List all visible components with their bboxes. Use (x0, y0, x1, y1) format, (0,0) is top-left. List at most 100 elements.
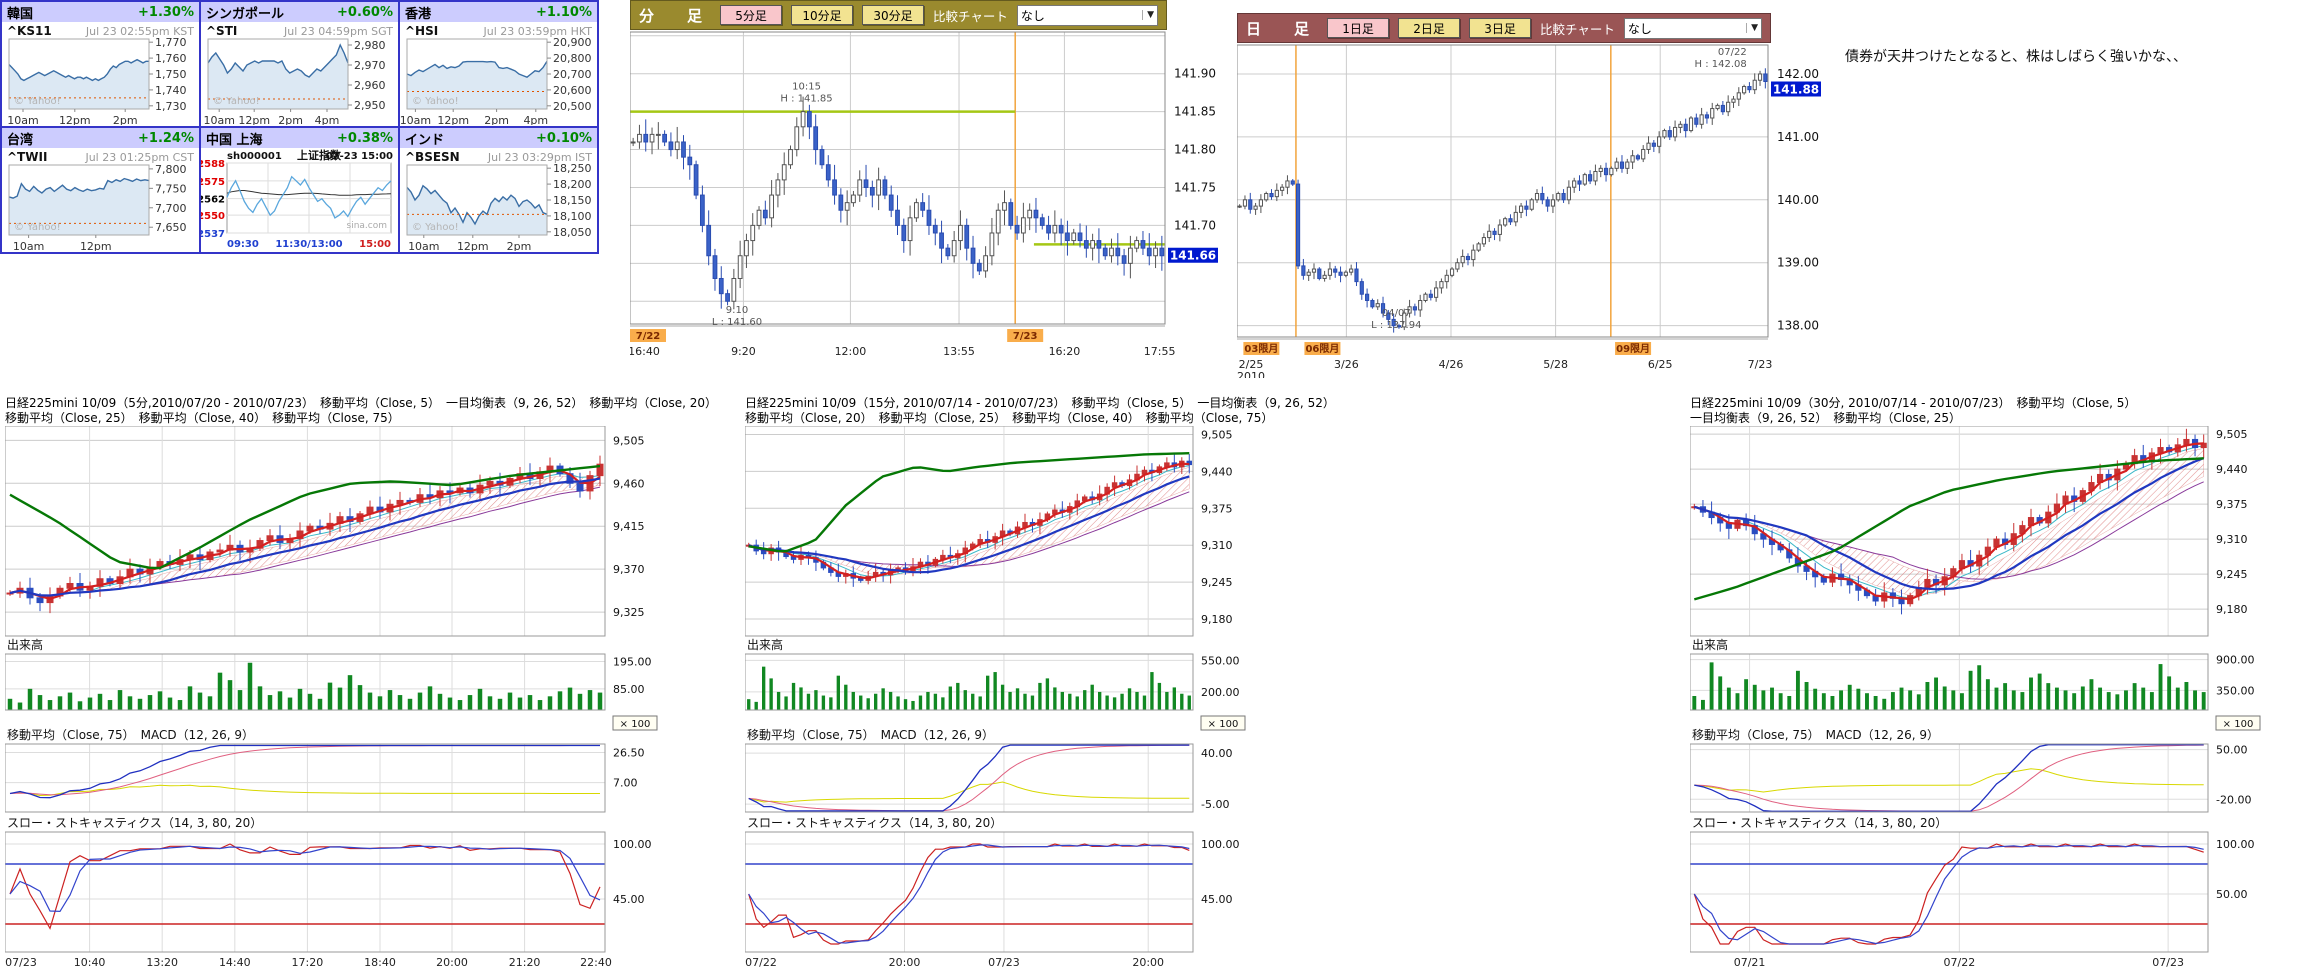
svg-text:9,440: 9,440 (2216, 463, 2248, 476)
svg-text:sh000001: sh000001 (227, 151, 282, 162)
svg-text:07/22: 07/22 (1944, 956, 1976, 968)
svg-text:07/23: 07/23 (2152, 956, 2184, 968)
tab-2day[interactable]: 2日足 (1398, 18, 1460, 38)
svg-text:3/26: 3/26 (1334, 358, 1359, 371)
svg-text:20,800: 20,800 (553, 52, 592, 65)
svg-text:9,375: 9,375 (1201, 502, 1233, 515)
svg-text:139.00: 139.00 (1777, 256, 1819, 270)
svg-text:9,310: 9,310 (1201, 539, 1233, 552)
compare-select[interactable]: なし▼ (1017, 5, 1158, 26)
svg-text:16:40: 16:40 (630, 345, 660, 358)
svg-text:20,600: 20,600 (553, 84, 592, 97)
widget-chart: ^TWIIJul 23 01:25pm CST7,8007,7507,7007,… (2, 148, 199, 251)
svg-text:9,180: 9,180 (1201, 613, 1233, 626)
svg-text:12pm: 12pm (457, 240, 489, 251)
svg-text:550.00: 550.00 (1201, 654, 1240, 667)
svg-text:10am: 10am (7, 114, 38, 125)
svg-text:出来高: 出来高 (747, 637, 783, 652)
chart-title-line2: 移動平均（Close, 20） 移動平均（Close, 25） 移動平均（Clo… (745, 411, 1257, 426)
tab-30min[interactable]: 30分足 (862, 5, 924, 25)
svg-text:03限月: 03限月 (1244, 343, 1278, 355)
svg-text:移動平均（Close, 75） MACD（12, 26, 9: 移動平均（Close, 75） MACD（12, 26, 9） (1692, 728, 1939, 742)
svg-text:9,505: 9,505 (2216, 428, 2248, 441)
svg-text:20:00: 20:00 (1132, 956, 1164, 968)
widget-header: インド+0.10% (400, 128, 597, 148)
widget-change: +1.10% (536, 5, 592, 20)
widget-change: +0.38% (337, 131, 393, 146)
svg-text:7.00: 7.00 (613, 777, 638, 790)
compare-select[interactable]: なし▼ (1624, 18, 1762, 39)
svg-text:出来高: 出来高 (1692, 637, 1728, 652)
svg-text:141.80: 141.80 (1174, 143, 1216, 157)
daily-chart-title: 日 足 (1246, 18, 1318, 39)
svg-text:141.90: 141.90 (1174, 67, 1216, 81)
widget-india[interactable]: インド+0.10% ^BSESNJul 23 03:29pm IST18,250… (400, 128, 597, 252)
svg-text:100.00: 100.00 (2216, 838, 2255, 851)
svg-text:9,440: 9,440 (1201, 465, 1233, 478)
widget-chart: ^STIJul 23 04:59pm SGT2,9802,9702,9602,9… (201, 22, 398, 125)
svg-text:^BSESN: ^BSESN (405, 150, 460, 164)
widget-title: インド (405, 129, 444, 148)
svg-text:20:00: 20:00 (436, 956, 468, 968)
svg-text:7/22: 7/22 (636, 331, 661, 342)
tab-10min[interactable]: 10分足 (791, 5, 853, 25)
svg-text:1,730: 1,730 (155, 100, 187, 113)
svg-text:85.00: 85.00 (613, 683, 645, 696)
svg-text:140.00: 140.00 (1777, 193, 1819, 207)
svg-text:40.00: 40.00 (1201, 747, 1233, 760)
daily-chart-toolbar: 日 足 1日足 2日足 3日足 比較チャート なし▼ (1237, 13, 1771, 43)
svg-text:^HSI: ^HSI (405, 24, 438, 38)
svg-text:4pm: 4pm (315, 114, 340, 125)
svg-text:10:15: 10:15 (792, 82, 821, 93)
svg-text:2537: 2537 (201, 229, 225, 240)
chevron-down-icon: ▼ (1142, 10, 1154, 20)
svg-text:900.00: 900.00 (2216, 654, 2255, 667)
tab-3day[interactable]: 3日足 (1469, 18, 1531, 38)
svg-text:12pm: 12pm (80, 240, 112, 251)
technical-chart-panels: 9,5059,4409,3759,3109,2459,180出来高900.003… (1690, 426, 2270, 968)
svg-text:07/21: 07/21 (1734, 956, 1766, 968)
svg-text:1,770: 1,770 (155, 36, 187, 49)
svg-text:141.00: 141.00 (1777, 130, 1819, 144)
widget-korea[interactable]: 韓国+1.30% ^KS11Jul 23 02:55pm KST1,7701,7… (2, 2, 199, 126)
svg-text:L : 137.94: L : 137.94 (1371, 320, 1421, 331)
svg-text:移動平均（Close, 75） MACD（12, 26, 9: 移動平均（Close, 75） MACD（12, 26, 9） (747, 728, 994, 742)
svg-text:2575: 2575 (201, 177, 225, 188)
svg-text:26.50: 26.50 (613, 747, 645, 760)
svg-text:sina.com: sina.com (347, 221, 388, 231)
widget-taiwan[interactable]: 台湾 +1.24% ^TWIIJul 23 01:25pm CST7,8007,7… (2, 128, 199, 252)
svg-text:12:00: 12:00 (835, 345, 867, 358)
svg-text:Jul 23 04:59pm SGT: Jul 23 04:59pm SGT (283, 25, 393, 38)
tab-1day[interactable]: 1日足 (1327, 18, 1389, 38)
widget-shanghai[interactable]: 中国 上海+0.38% sh000001上证指数07-23 15:0025882… (201, 128, 398, 252)
svg-text:9,310: 9,310 (2216, 533, 2248, 546)
widget-title: 台湾 (7, 129, 33, 148)
svg-text:1,750: 1,750 (155, 68, 187, 81)
svg-text:12pm: 12pm (437, 114, 469, 125)
svg-text:11:30/13:00: 11:30/13:00 (275, 239, 342, 250)
widget-header: シンガポール+0.60% (201, 2, 398, 22)
svg-text:141.75: 141.75 (1174, 180, 1216, 194)
widget-hongkong[interactable]: 香港+1.10% ^HSIJul 23 03:59pm HKT20,90020,… (400, 2, 597, 126)
svg-text:10am: 10am (408, 240, 439, 251)
widget-change: +1.24% (138, 131, 194, 146)
svg-text:© Yahoo!: © Yahoo! (412, 96, 459, 107)
svg-text:9,505: 9,505 (613, 434, 645, 447)
compare-chart-label: 比較チャート (1540, 19, 1615, 38)
svg-text:スロー・ストキャスティクス（14, 3, 80, 20）: スロー・ストキャスティクス（14, 3, 80, 20） (747, 816, 1002, 830)
svg-text:17:55: 17:55 (1144, 345, 1176, 358)
widget-title: シンガポール (206, 3, 284, 22)
widget-chart: ^BSESNJul 23 03:29pm IST18,25018,20018,1… (400, 148, 597, 251)
tab-5min[interactable]: 5分足 (720, 5, 782, 25)
svg-text:^STI: ^STI (206, 24, 237, 38)
svg-text:H : 142.08: H : 142.08 (1695, 59, 1747, 70)
svg-text:9:10: 9:10 (726, 305, 748, 316)
svg-text:2,960: 2,960 (354, 79, 386, 92)
svg-text:18:40: 18:40 (364, 956, 396, 968)
svg-text:9,245: 9,245 (1201, 576, 1233, 589)
svg-text:2,950: 2,950 (354, 99, 386, 112)
technical-chart-panels: 9,5059,4409,3759,3109,2459,180出来高550.002… (745, 426, 1255, 968)
svg-text:18,150: 18,150 (553, 194, 592, 207)
svg-text:20:00: 20:00 (889, 956, 921, 968)
widget-singapore[interactable]: シンガポール+0.60% ^STIJul 23 04:59pm SGT2,980… (201, 2, 398, 126)
